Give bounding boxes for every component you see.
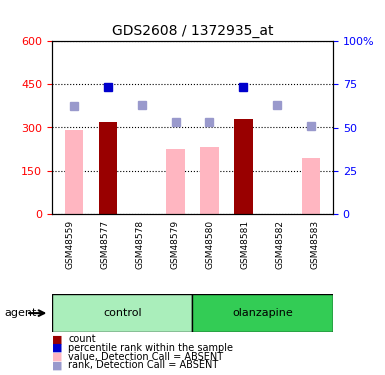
Text: count: count [68, 334, 96, 344]
Text: agent: agent [5, 308, 37, 318]
Text: ■: ■ [52, 360, 62, 370]
Bar [65, 129, 84, 214]
FancyBboxPatch shape [192, 294, 333, 332]
Text: percentile rank within the sample: percentile rank within the sample [68, 343, 233, 353]
Text: GSM48578: GSM48578 [135, 220, 144, 269]
Text: control: control [103, 308, 142, 318]
Text: GSM48583: GSM48583 [311, 220, 320, 269]
Text: rank, Detection Call = ABSENT: rank, Detection Call = ABSENT [68, 360, 218, 370]
Text: GSM48559: GSM48559 [65, 220, 74, 269]
Text: ■: ■ [52, 352, 62, 362]
Bar [166, 149, 185, 214]
Text: GSM48581: GSM48581 [241, 220, 250, 269]
Text: olanzapine: olanzapine [233, 308, 293, 318]
Text: ■: ■ [52, 334, 62, 344]
Text: GDS2608 / 1372935_at: GDS2608 / 1372935_at [112, 24, 273, 38]
Text: GSM48577: GSM48577 [100, 220, 109, 269]
Text: ■: ■ [52, 343, 62, 353]
Bar [234, 119, 253, 214]
FancyBboxPatch shape [52, 294, 192, 332]
Bar [200, 147, 219, 214]
Bar [99, 122, 117, 214]
Text: GSM48580: GSM48580 [206, 220, 214, 269]
Bar [301, 158, 320, 214]
Text: GSM48582: GSM48582 [276, 220, 285, 269]
Text: GSM48579: GSM48579 [171, 220, 179, 269]
Text: value, Detection Call = ABSENT: value, Detection Call = ABSENT [68, 352, 223, 362]
